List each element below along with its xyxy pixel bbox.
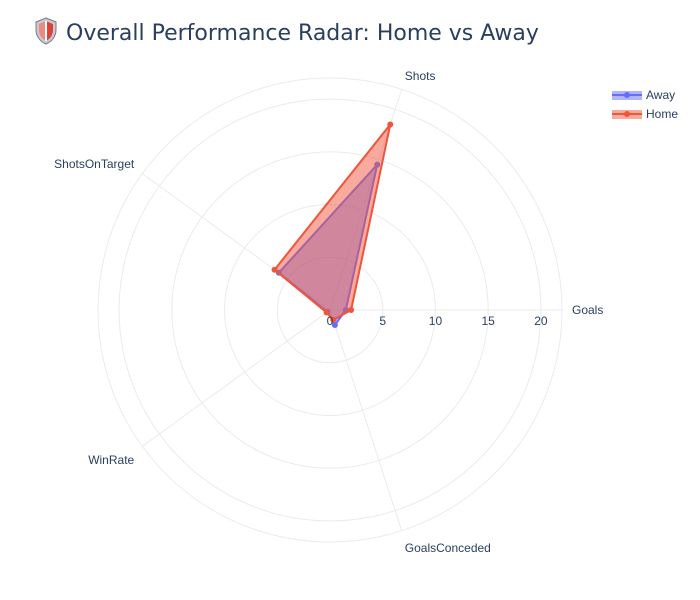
legend-item-home[interactable]: Home xyxy=(612,107,678,121)
radial-tick-label: 15 xyxy=(482,314,496,328)
data-point xyxy=(331,322,338,329)
radial-tick-label: 10 xyxy=(429,314,443,328)
axis-label: Goals xyxy=(572,303,603,317)
legend-label: Away xyxy=(646,88,675,102)
data-point xyxy=(323,309,330,316)
data-point xyxy=(387,121,394,128)
radial-tick-label: 5 xyxy=(379,314,386,328)
shield-icon xyxy=(35,17,57,45)
data-point xyxy=(348,307,355,313)
radar-series xyxy=(271,121,394,329)
axis-label: GoalsConceded xyxy=(405,541,491,555)
axis-label: Shots xyxy=(405,69,436,83)
chart-title-text: Overall Performance Radar: Home vs Away xyxy=(66,21,539,46)
legend[interactable]: Away Home xyxy=(612,88,678,121)
axis-label: ShotsOnTarget xyxy=(54,157,135,171)
legend-marker xyxy=(624,92,630,98)
data-point xyxy=(330,317,337,324)
chart-title: Overall Performance Radar: Home vs Away xyxy=(35,17,539,46)
radial-tick-labels: 0 5 10 15 20 xyxy=(327,314,548,328)
series-area xyxy=(273,123,392,322)
data-point xyxy=(271,266,278,273)
axis-spoke xyxy=(142,309,331,447)
legend-label: Home xyxy=(646,107,678,121)
axis-label: WinRate xyxy=(88,453,134,467)
radial-tick-label: 0 xyxy=(327,314,334,328)
radial-tick-label: 20 xyxy=(534,314,548,328)
angular-axis-labels: Goals GoalsConceded WinRate ShotsOnTarget Sh… xyxy=(54,69,603,555)
legend-marker xyxy=(624,111,630,117)
axis-spoke xyxy=(329,309,403,531)
legend-item-away[interactable]: Away xyxy=(612,88,675,102)
series-home xyxy=(271,121,394,324)
